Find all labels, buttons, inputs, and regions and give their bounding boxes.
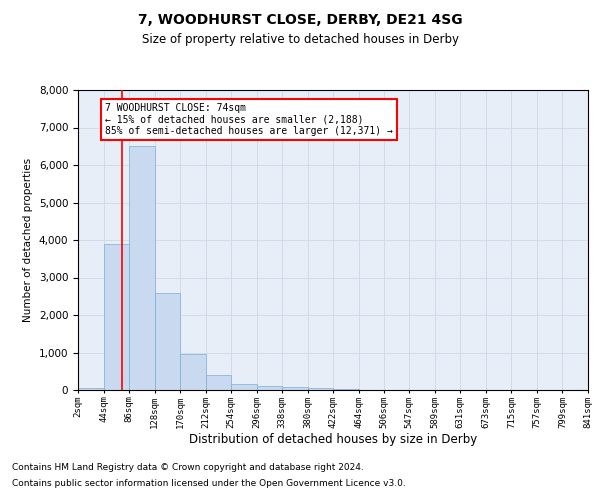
Text: Size of property relative to detached houses in Derby: Size of property relative to detached ho… — [142, 32, 458, 46]
Bar — [334, 389, 359, 390]
Bar — [104, 244, 129, 390]
Bar — [257, 386, 282, 390]
Text: Contains HM Land Registry data © Crown copyright and database right 2024.: Contains HM Land Registry data © Crown c… — [12, 464, 364, 472]
Bar — [206, 375, 231, 390]
Text: 7, WOODHURST CLOSE, DERBY, DE21 4SG: 7, WOODHURST CLOSE, DERBY, DE21 4SG — [137, 12, 463, 26]
Bar — [282, 387, 308, 390]
Bar — [129, 146, 155, 390]
Text: Distribution of detached houses by size in Derby: Distribution of detached houses by size … — [189, 432, 477, 446]
Y-axis label: Number of detached properties: Number of detached properties — [23, 158, 33, 322]
Bar — [155, 292, 180, 390]
Text: Contains public sector information licensed under the Open Government Licence v3: Contains public sector information licen… — [12, 478, 406, 488]
Bar — [231, 384, 257, 390]
Bar — [78, 388, 104, 390]
Text: 7 WOODHURST CLOSE: 74sqm
← 15% of detached houses are smaller (2,188)
85% of sem: 7 WOODHURST CLOSE: 74sqm ← 15% of detach… — [105, 103, 392, 136]
Bar — [308, 388, 334, 390]
Bar — [180, 354, 206, 390]
